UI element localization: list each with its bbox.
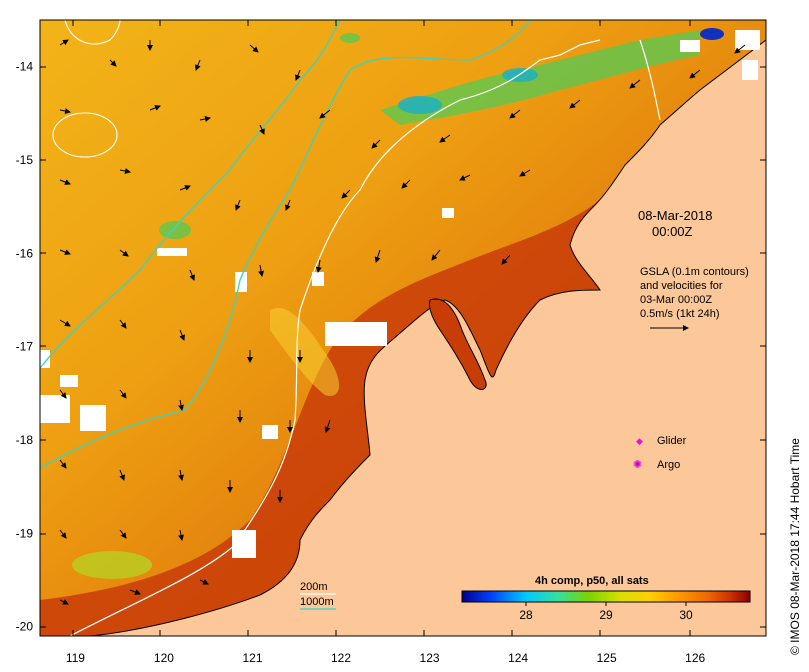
- isobath-200m-east: [639, 39, 661, 121]
- map-border: [39, 19, 767, 637]
- lat-tick-label: -19: [16, 526, 34, 540]
- lon-tick-label: 123: [420, 651, 440, 665]
- colorbar: [461, 590, 751, 603]
- cyan-patch-a: [398, 96, 442, 114]
- gsla-contour-ring: [52, 112, 118, 158]
- glider-marker-icon: ◆: [636, 437, 643, 447]
- gsla-line-3: 03-Mar 00:00Z: [640, 294, 712, 306]
- map-date: 08-Mar-2018: [638, 208, 712, 223]
- isobath-200-label: 200m: [300, 581, 328, 593]
- lat-tick-label: -18: [16, 433, 34, 447]
- isobath-1000m-west: [40, 20, 341, 369]
- colorbar-tick-label: 30: [679, 608, 693, 622]
- cyan-patch-b: [502, 68, 538, 82]
- glider-label: Glider: [657, 435, 687, 447]
- latitude-axis: -14 -15 -16 -17 -18 -19 -20: [16, 60, 34, 634]
- land-mass: [89, 39, 766, 636]
- cool-band-north: [380, 30, 700, 125]
- velocity-arrows: [59, 39, 746, 605]
- lon-tick-label: 121: [242, 651, 262, 665]
- lon-tick-label: 124: [508, 651, 528, 665]
- gsla-contour-top: [64, 20, 121, 45]
- lon-tick-label: 119: [66, 651, 85, 665]
- isobath-200m: [69, 39, 601, 636]
- lon-tick-label: 120: [154, 651, 174, 665]
- map-panel[interactable]: [40, 20, 766, 640]
- isobath-1000-label: 1000m: [300, 596, 334, 608]
- longitude-axis: 119 120 121 122 123 124 125 126: [66, 651, 706, 665]
- yellow-swirl: [270, 308, 340, 396]
- side-title-text: IMOS 08-Mar-2018 17:44 Hobart Time: [788, 438, 802, 643]
- king-sound-inlet: [429, 298, 487, 390]
- frame-ticks: [40, 20, 766, 636]
- colorbar-title: 4h comp, p50, all sats: [535, 575, 649, 587]
- side-title: © IMOS 08-Mar-2018 17:44 Hobart Time: [788, 438, 802, 655]
- isobath-1000m: [40, 20, 531, 469]
- gsla-line-2: and velocities for: [640, 280, 723, 292]
- cloud-mask: [40, 30, 760, 558]
- colorbar-tick-label: 28: [519, 608, 533, 622]
- lat-tick-label: -14: [16, 60, 34, 74]
- gsla-line-4: 0.5m/s (1kt 24h): [640, 308, 719, 320]
- lon-tick-label: 126: [685, 651, 705, 665]
- argo-label: Argo: [657, 459, 680, 471]
- green-patch-south: [72, 551, 152, 579]
- copyright-icon: ©: [788, 646, 802, 655]
- map-time: 00:00Z: [652, 224, 693, 239]
- colorbar-ticks: 28 29 30: [519, 602, 693, 622]
- green-patch-b: [340, 33, 360, 43]
- lat-tick-label: -17: [16, 340, 34, 354]
- argo-marker-icon: ✺: [633, 458, 642, 471]
- blue-patch: [700, 28, 724, 40]
- lat-tick-label: -20: [16, 620, 34, 634]
- lon-tick-label: 122: [331, 651, 351, 665]
- green-patch-a: [159, 221, 191, 239]
- lon-tick-label: 125: [597, 651, 617, 665]
- lat-tick-label: -15: [16, 153, 34, 167]
- gsla-line-1: GSLA (0.1m contours): [640, 266, 749, 278]
- lat-tick-label: -16: [16, 246, 34, 260]
- colorbar-tick-label: 29: [599, 608, 613, 622]
